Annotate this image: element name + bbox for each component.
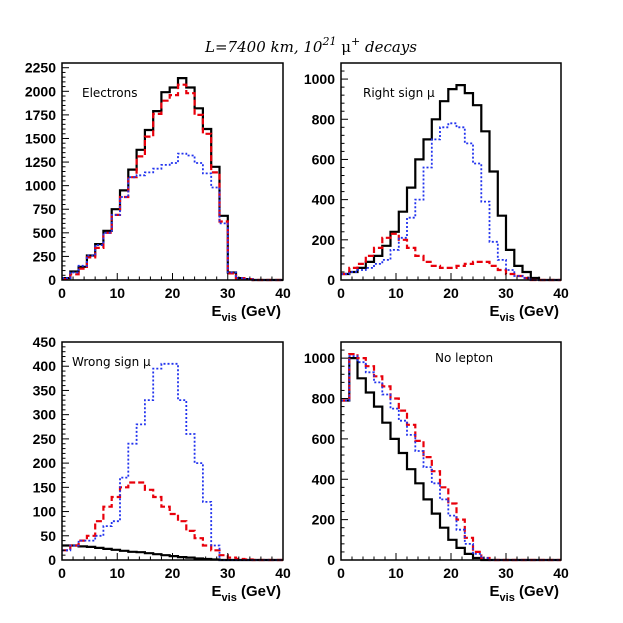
y-tick-label: 0	[48, 552, 56, 568]
y-tick-label: 400	[33, 358, 57, 374]
series-red	[62, 481, 283, 562]
x-tick-label: 40	[553, 565, 569, 581]
y-tick-label: 200	[33, 455, 57, 471]
x-axis-label: Evis (GeV)	[212, 583, 282, 604]
x-tick-label: 20	[443, 285, 459, 301]
y-tick-label: 150	[33, 479, 57, 495]
figure-title: L=7400 km, 1021 μ+ decays	[204, 35, 417, 56]
panel-label: Electrons	[82, 86, 137, 100]
x-tick-label: 20	[165, 565, 181, 581]
y-tick-label: 50	[40, 528, 56, 544]
x-tick-label: 20	[443, 565, 459, 581]
panel-label: Right sign μ	[363, 86, 435, 100]
x-tick-label: 0	[337, 565, 345, 581]
series-red	[341, 232, 561, 282]
y-tick-label: 800	[312, 111, 336, 127]
x-tick-label: 30	[220, 285, 236, 301]
y-tick-label: 0	[327, 552, 335, 568]
y-tick-label: 1000	[304, 350, 335, 366]
x-axis-label: Evis (GeV)	[212, 303, 282, 324]
panel-label: Wrong sign μ	[72, 355, 151, 369]
y-tick-label: 1500	[25, 130, 56, 146]
x-tick-label: 0	[58, 565, 66, 581]
y-tick-label: 2250	[25, 60, 56, 76]
series-blue	[341, 355, 561, 561]
x-tick-label: 10	[109, 285, 125, 301]
x-tick-label: 10	[109, 565, 125, 581]
x-tick-label: 10	[388, 285, 404, 301]
y-tick-label: 2000	[25, 83, 56, 99]
y-tick-label: 400	[312, 192, 336, 208]
y-tick-label: 450	[33, 334, 57, 350]
y-tick-label: 0	[327, 272, 335, 288]
panel-label: No lepton	[435, 351, 493, 365]
y-tick-label: 1250	[25, 154, 56, 170]
x-tick-label: 10	[388, 565, 404, 581]
y-tick-label: 200	[312, 512, 336, 528]
series-blue	[341, 122, 561, 281]
y-tick-label: 1750	[25, 107, 56, 123]
panel-electrons: 0 10 20 30 40 0 250 500 750 1000 1250 1500 1750 2000 2…	[25, 60, 291, 324]
y-tick-label: 600	[312, 431, 336, 447]
y-tick-label: 0	[48, 272, 56, 288]
y-tick-label: 1000	[25, 178, 56, 194]
y-tick-label: 600	[312, 151, 336, 167]
series-red	[341, 353, 561, 562]
x-tick-label: 30	[498, 285, 514, 301]
y-tick-label: 750	[33, 201, 57, 217]
y-tick-label: 200	[312, 232, 336, 248]
series-black	[341, 84, 561, 282]
y-tick-label: 800	[312, 391, 336, 407]
series-black	[341, 357, 561, 562]
y-tick-label: 500	[33, 225, 57, 241]
x-axis-label: Evis (GeV)	[490, 303, 560, 324]
panel-wrong-sign-mu: 0 10 20 30 40050100150200250300350400450Evis…	[33, 334, 291, 604]
y-tick-label: 400	[312, 471, 336, 487]
x-axis-label: Evis (GeV)	[490, 583, 560, 604]
x-tick-label: 0	[337, 285, 345, 301]
y-tick-label: 350	[33, 382, 57, 398]
series-blue	[62, 152, 283, 281]
series-blue	[62, 362, 283, 561]
x-tick-label: 40	[553, 285, 569, 301]
x-tick-label: 40	[275, 285, 291, 301]
y-tick-label: 250	[33, 431, 57, 447]
y-tick-label: 250	[33, 248, 57, 264]
x-tick-label: 30	[498, 565, 514, 581]
y-tick-label: 1000	[304, 71, 335, 87]
x-tick-label: 20	[165, 285, 181, 301]
x-tick-label: 40	[275, 565, 291, 581]
x-tick-label: 30	[220, 565, 236, 581]
y-tick-label: 100	[33, 504, 57, 520]
y-tick-label: 300	[33, 407, 57, 423]
x-tick-label: 0	[58, 285, 66, 301]
